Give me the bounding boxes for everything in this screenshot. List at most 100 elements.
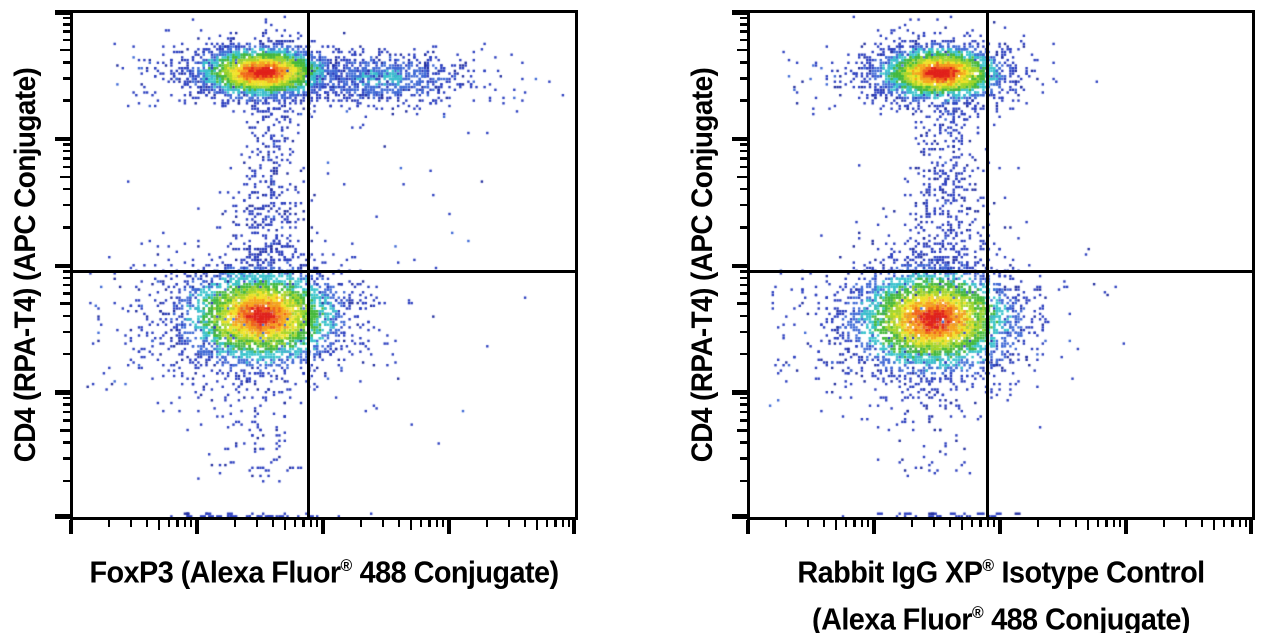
axis-tick — [63, 203, 70, 207]
axis-tick — [1036, 520, 1040, 527]
axis-tick — [1162, 520, 1166, 527]
left-plot-area — [70, 10, 578, 520]
axis-tick — [1118, 520, 1122, 527]
right-quadrant-gate-horizontal — [750, 269, 1252, 273]
axis-tick — [63, 77, 70, 80]
left-quadrant-gate-vertical — [306, 13, 310, 517]
axis-tick — [255, 520, 259, 527]
axis-tick — [740, 441, 747, 444]
axis-tick — [834, 520, 838, 530]
axis-tick — [866, 520, 870, 527]
axis-tick — [63, 352, 70, 356]
axis-tick — [737, 302, 747, 305]
axis-tick — [63, 403, 70, 406]
axis-tick — [740, 203, 747, 207]
axis-tick — [740, 270, 747, 273]
axis-tick — [740, 149, 747, 153]
axis-tick — [740, 157, 747, 160]
axis-tick — [561, 520, 565, 527]
axis-tick — [60, 429, 70, 432]
axis-tick — [283, 520, 287, 530]
x-axis-label-text: 488 Conjugate) — [352, 554, 559, 590]
x-axis-label-text: 488 Conjugate) — [983, 601, 1190, 633]
axis-tick — [309, 520, 313, 527]
axis-tick — [523, 520, 527, 527]
axis-tick — [63, 292, 70, 295]
axis-tick — [806, 520, 810, 527]
axis-tick — [315, 520, 319, 527]
axis-tick — [1096, 520, 1100, 527]
axis-tick — [63, 396, 70, 400]
axis-tick — [293, 520, 297, 527]
axis-tick — [740, 23, 747, 26]
axis-tick — [732, 390, 747, 395]
axis-tick — [1074, 520, 1078, 527]
right-plot-area — [747, 10, 1255, 520]
axis-tick — [740, 165, 747, 169]
left-quadrant-gate-horizontal — [73, 269, 575, 273]
x-axis-label-line: (Alexa Fluor® 488 Conjugate) — [703, 593, 1282, 633]
axis-tick — [844, 520, 848, 527]
axis-tick — [737, 429, 747, 432]
axis-tick — [554, 520, 557, 527]
axis-tick — [732, 263, 747, 268]
axis-tick — [860, 520, 864, 527]
registered-trademark-symbol: ® — [971, 602, 984, 622]
axis-tick — [1244, 520, 1248, 527]
axis-tick — [732, 10, 747, 15]
right-x-axis-label: Rabbit IgG XP® Isotype Control (Alexa Flu… — [703, 546, 1282, 633]
axis-tick — [63, 149, 70, 153]
axis-tick — [63, 226, 70, 229]
axis-tick — [740, 30, 747, 33]
axis-tick — [784, 520, 788, 527]
right-y-axis-label: CD4 (RPA-T4) (APC Conjugate) — [686, 67, 719, 463]
axis-tick — [740, 283, 747, 287]
axis-tick — [419, 520, 423, 527]
axis-tick — [63, 314, 70, 318]
axis-tick — [1112, 520, 1116, 527]
left-y-axis-label: CD4 (RPA-T4) (APC Conjugate) — [9, 67, 42, 463]
axis-tick — [55, 10, 70, 15]
x-axis-label-line: Rabbit IgG XP® Isotype Control — [703, 546, 1282, 593]
axis-tick — [737, 175, 747, 179]
axis-tick — [740, 419, 747, 422]
registered-trademark-symbol: ® — [340, 556, 353, 575]
axis-tick — [145, 520, 149, 527]
axis-tick — [55, 514, 70, 519]
axis-tick — [535, 520, 539, 530]
axis-tick — [507, 520, 511, 527]
axis-tick — [740, 479, 747, 483]
axis-tick — [740, 352, 747, 356]
axis-tick — [63, 187, 70, 191]
axis-tick — [60, 48, 70, 52]
axis-tick — [63, 23, 70, 26]
axis-tick — [63, 38, 70, 42]
x-axis-label-line: FoxP3 (Alexa Fluor® 488 Conjugate) — [26, 546, 621, 593]
axis-tick — [1200, 520, 1204, 527]
axis-tick — [1248, 520, 1254, 534]
axis-tick — [822, 520, 826, 527]
axis-tick — [740, 276, 747, 280]
axis-tick — [428, 520, 431, 527]
axis-tick — [63, 330, 70, 334]
axis-tick — [740, 410, 747, 414]
axis-tick — [740, 77, 747, 80]
axis-tick — [740, 187, 747, 191]
axis-tick — [571, 520, 577, 534]
axis-tick — [992, 520, 996, 527]
axis-tick — [129, 520, 133, 527]
axis-tick — [740, 61, 747, 64]
axis-tick — [1184, 520, 1188, 527]
axis-tick — [740, 396, 747, 400]
axis-tick — [1212, 520, 1216, 530]
axis-tick — [194, 520, 200, 534]
axis-tick — [932, 520, 936, 527]
axis-tick — [1231, 520, 1234, 527]
axis-tick — [970, 520, 974, 527]
axis-tick — [446, 520, 452, 534]
axis-tick — [63, 99, 70, 102]
axis-tick — [740, 16, 747, 20]
axis-tick — [740, 314, 747, 318]
axis-tick — [55, 263, 70, 268]
